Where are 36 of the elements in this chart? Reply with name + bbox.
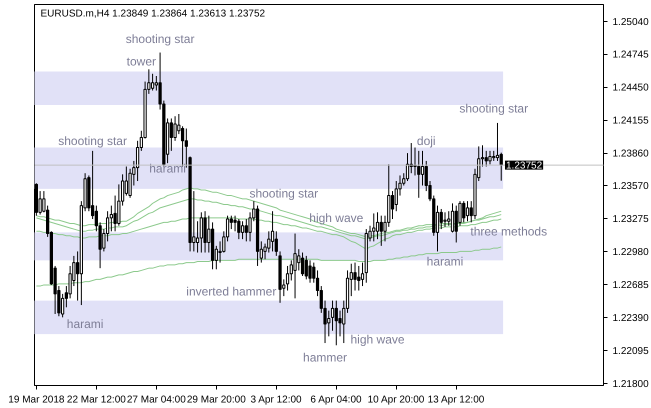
annotation: harami bbox=[426, 254, 464, 268]
x-tick-label: 13 Apr 12:00 bbox=[428, 394, 485, 406]
y-tick-label: 1.25040 bbox=[612, 16, 650, 28]
annotation: three methods bbox=[470, 224, 548, 238]
x-tick-label: 10 Apr 20:00 bbox=[368, 394, 425, 406]
x-tick-label: 27 Mar 04:00 bbox=[126, 394, 186, 406]
y-tick-label: 1.23275 bbox=[612, 214, 650, 225]
annotation: shooting star bbox=[126, 32, 194, 46]
x-tick-label: 3 Apr 12:00 bbox=[250, 394, 302, 406]
annotation: harami bbox=[149, 162, 186, 176]
annotation: shooting star bbox=[58, 134, 127, 148]
y-tick-label: 1.21800 bbox=[612, 378, 650, 390]
annotation: shooting star bbox=[249, 186, 318, 200]
annotation: harami bbox=[66, 317, 104, 332]
annotation: high wave bbox=[350, 332, 405, 347]
ref-line-label: 1.23752 bbox=[506, 160, 543, 172]
x-tick-label: 22 Mar 12:00 bbox=[66, 394, 126, 406]
y-tick-label: 1.22390 bbox=[612, 312, 650, 324]
annotation: shooting star bbox=[459, 101, 528, 116]
chart-title: EURUSD.m,H4 1.23849 1.23864 1.23613 1.23752 bbox=[40, 8, 266, 20]
annotation: inverted hammer bbox=[186, 284, 276, 299]
y-tick-label: 1.23570 bbox=[612, 181, 650, 192]
annotation: hammer bbox=[303, 350, 348, 365]
y-tick-label: 1.22980 bbox=[612, 246, 650, 258]
x-tick-label: 6 Apr 04:00 bbox=[310, 394, 362, 406]
y-tick-label: 1.24155 bbox=[612, 116, 650, 127]
y-tick-label: 1.23860 bbox=[612, 148, 650, 160]
y-tick-label: 1.24450 bbox=[612, 82, 650, 94]
y-tick-label: 1.24745 bbox=[612, 50, 650, 61]
x-tick-label: 19 Mar 2018 bbox=[8, 394, 65, 406]
annotation: doji bbox=[416, 134, 436, 148]
x-tick-label: 29 Mar 20:00 bbox=[186, 394, 246, 406]
y-tick-label: 1.22685 bbox=[612, 280, 650, 291]
y-tick-label: 1.22095 bbox=[612, 346, 650, 357]
annotation: tower bbox=[126, 54, 156, 68]
annotation: high wave bbox=[309, 210, 364, 225]
